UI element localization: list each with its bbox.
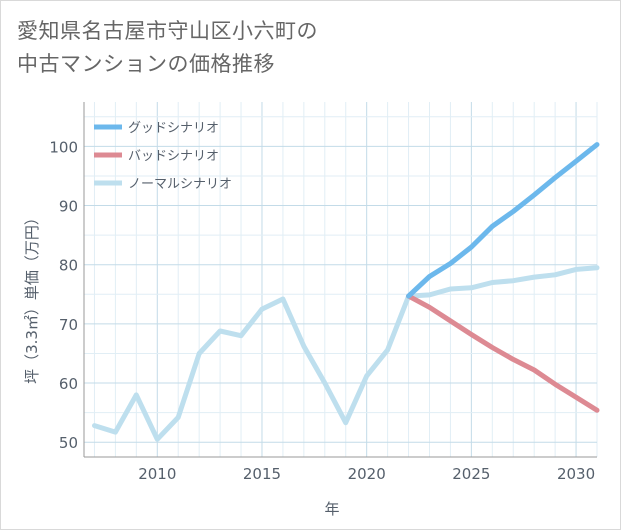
x-tick-label: 2020 [348, 465, 386, 483]
x-axis-label: 年 [324, 500, 339, 518]
y-tick-label: 90 [59, 198, 78, 216]
legend-item-bad: バッドシナリオ [94, 149, 219, 164]
x-tick-label: 2015 [243, 465, 281, 483]
x-tick-label: 2025 [452, 465, 490, 483]
series-line-normal [92, 265, 600, 442]
y-tick-label: 70 [59, 316, 78, 334]
legend-label: バッドシナリオ [128, 149, 219, 164]
title-line-2: 中古マンションの価格推移 [17, 52, 275, 76]
y-axis-label: 坪（3.3㎡）単価（万円） [23, 210, 41, 384]
y-tick-label: 50 [59, 434, 78, 452]
legend-item-good: グッドシナリオ [94, 121, 219, 136]
y-tick-label: 80 [59, 257, 78, 275]
chart-title: 愛知県名古屋市守山区小六町の 中古マンションの価格推移 [17, 15, 318, 81]
series-lines [92, 142, 600, 442]
series-line-good [406, 142, 600, 299]
x-tick-label: 2030 [557, 465, 595, 483]
tick-labels: 50 60 70 80 90 100 2010 2015 2020 2025 2030 [49, 138, 595, 483]
grid-lines [84, 102, 598, 457]
y-tick-label: 60 [59, 375, 78, 393]
title-line-1: 愛知県名古屋市守山区小六町の [17, 19, 318, 43]
series-line-bad [406, 293, 600, 413]
legend-label: グッドシナリオ [128, 121, 219, 136]
plot-frame [83, 102, 597, 458]
x-tick-label: 2010 [138, 465, 176, 483]
legend-item-normal: ノーマルシナリオ [94, 177, 232, 192]
legend-label: ノーマルシナリオ [128, 177, 232, 192]
y-tick-label: 100 [49, 138, 78, 156]
